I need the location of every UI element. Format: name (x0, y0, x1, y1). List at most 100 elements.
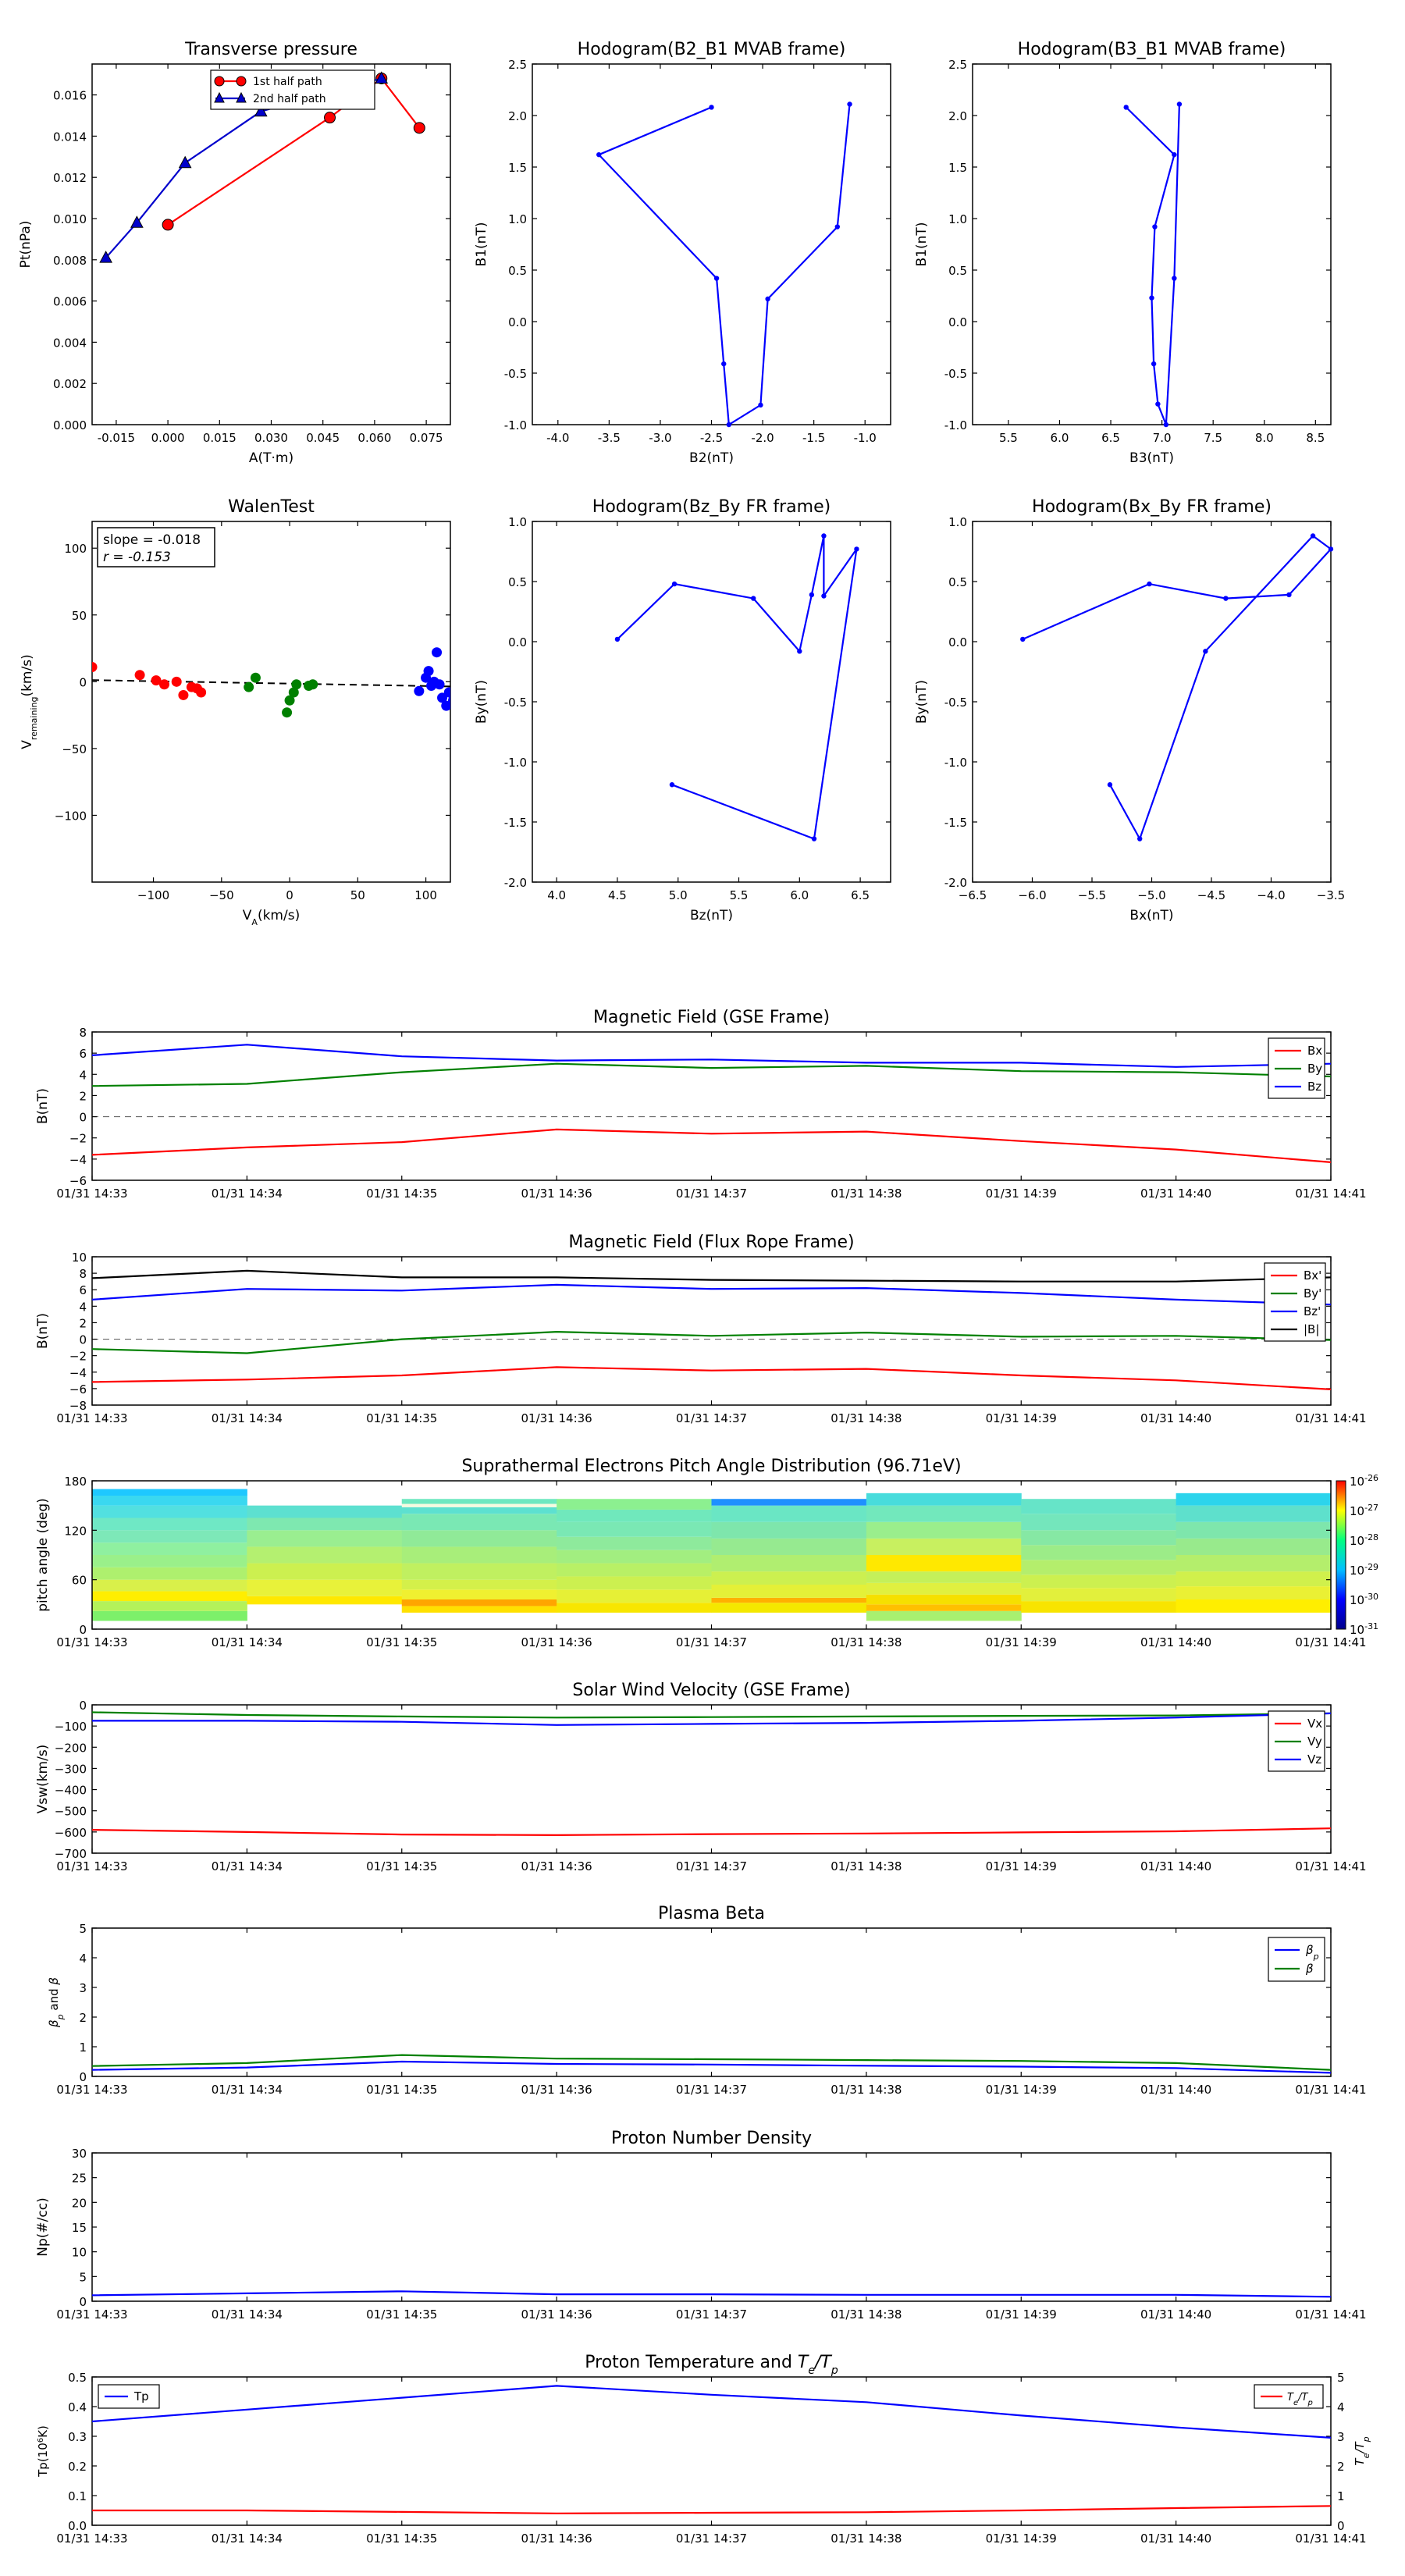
pad-cell (711, 1521, 867, 1539)
vsw-ytick-label: −700 (55, 1847, 87, 1861)
pad-cell (557, 1499, 712, 1510)
mag_gse-series-line (91, 1044, 1332, 1068)
walen-frame (91, 521, 451, 883)
walen-ylabel: Vremaining(km/s) (20, 654, 39, 749)
mag_gse-ylabel: B(nT) (35, 1088, 51, 1124)
pad-cell (401, 1563, 557, 1580)
pad-cell (92, 1542, 247, 1555)
pad-cell (1176, 1571, 1332, 1587)
hodo_b2b1-point (847, 101, 852, 107)
pad-cell (866, 1582, 1022, 1595)
pad-cell (866, 1571, 1022, 1583)
np-frame (91, 2152, 1332, 2302)
mag_gse-xtick-label: 01/31 14:39 (986, 1187, 1057, 1201)
hodo_b2b1-point (726, 422, 731, 428)
hodo_bzby-xtick-label: 5.0 (669, 888, 688, 902)
np-xtick-label: 01/31 14:34 (212, 2307, 283, 2322)
walen-point (134, 670, 145, 681)
transverse-ylabel: Pt(nPa) (18, 221, 34, 269)
pad-cell (247, 1563, 403, 1580)
hodo_bxby-xtick-label: −6.5 (959, 888, 987, 902)
transverse-legend-marker (236, 76, 247, 87)
walen-point (434, 679, 445, 690)
walen-point (171, 676, 182, 687)
pad-cell (866, 1610, 1022, 1621)
mag_gse-xtick-label: 01/31 14:37 (676, 1187, 747, 1201)
mag_fr-xtick-label: 01/31 14:39 (986, 1411, 1057, 1425)
tp-ytick-right-label: 3 (1337, 2430, 1345, 2444)
vsw-xtick-label: 01/31 14:41 (1295, 1859, 1366, 1873)
beta-xtick-label: 01/31 14:37 (676, 2083, 747, 2097)
transverse-legend-label: 1st half path (253, 76, 322, 88)
pad-colorbar-label: 10-26 (1350, 1473, 1378, 1489)
walen-point (244, 681, 254, 692)
hodo_b3b1-ytick-label: -0.5 (944, 367, 967, 381)
mag_gse-xtick-label: 01/31 14:35 (366, 1187, 437, 1201)
pad-cell (557, 1550, 712, 1564)
pad-cell (401, 1579, 557, 1590)
pad-cell (1176, 1599, 1332, 1613)
pad-cell (711, 1585, 867, 1598)
tp-title: Proton Temperature and Te/Tp (585, 2353, 838, 2377)
transverse-legend-marker (236, 91, 247, 103)
mag_fr-ytick-label: −2 (69, 1350, 87, 1364)
tp-ytick-right-label: 2 (1337, 2460, 1345, 2474)
tp-xtick-label: 01/31 14:37 (676, 2532, 747, 2546)
hodo_b2b1-ytick-label: 1.0 (508, 212, 527, 226)
mag_gse-legend-label: Bx (1307, 1044, 1322, 1058)
beta-ylabel: βp and β (47, 1977, 66, 2028)
walen-xtick-label: 100 (414, 888, 437, 902)
pad-cell (401, 1530, 557, 1547)
hodo_b3b1-frame (972, 63, 1332, 425)
hodo_bzby-point (671, 581, 678, 587)
transverse-point (324, 112, 336, 124)
beta-ytick-label: 2 (79, 2011, 87, 2025)
hodo_bxby-ytick-label: -1.5 (944, 816, 967, 830)
mag_fr-legend-label: |B| (1304, 1322, 1319, 1336)
hodo_b2b1-point (758, 402, 763, 408)
np-ytick-label: 25 (72, 2172, 87, 2186)
beta-ytick-label: 0 (79, 2070, 87, 2084)
transverse-xlabel: A(T·m) (249, 450, 293, 466)
pad-cell (401, 1599, 557, 1606)
pad-cell (866, 1521, 1022, 1539)
hodo_bxby-ytick-label: 0.0 (948, 635, 967, 649)
hodo_bzby-ytick-label: 0.0 (508, 635, 527, 649)
np-xtick-label: 01/31 14:37 (676, 2307, 747, 2322)
hodo_bxby-point (1310, 533, 1316, 539)
walen-point (414, 685, 425, 696)
hodo_bxby-xtick-label: −5.5 (1078, 888, 1106, 902)
pad-colorbar-label: 10-29 (1350, 1562, 1378, 1578)
hodo_b2b1-point (765, 296, 770, 302)
hodo_bzby-point (854, 546, 859, 552)
pad-cell (711, 1499, 867, 1506)
mag_gse-ytick-label: 4 (79, 1068, 87, 1082)
hodo_bxby-point (1107, 782, 1113, 788)
hodo_bzby-xtick-label: 5.5 (730, 888, 749, 902)
hodo_bxby-point (1286, 592, 1292, 598)
walen-xtick-label: 0 (286, 888, 293, 902)
vsw-ytick-label: 0 (79, 1699, 87, 1713)
pad-xtick-label: 01/31 14:34 (212, 1635, 283, 1649)
pad-cell (247, 1517, 403, 1531)
hodo_bzby-ytick-label: -2.0 (504, 876, 527, 890)
transverse-legend-marker (214, 91, 225, 103)
pad-cell (92, 1530, 247, 1543)
hodo_bzby-ytick-label: -0.5 (504, 696, 527, 710)
mag_gse-ytick-label: −2 (69, 1132, 87, 1146)
tp-ylabel: Tp(106K) (36, 2425, 50, 2478)
hodo_b2b1-xtick-label: -4.0 (546, 431, 569, 445)
hodo_b3b1-xtick-label: 5.5 (999, 431, 1018, 445)
hodo_bzby-point (797, 649, 802, 654)
pad-cell (1176, 1505, 1332, 1522)
pad-cell (247, 1505, 403, 1518)
np-xtick-label: 01/31 14:39 (986, 2307, 1057, 2322)
pad-cell (1176, 1521, 1332, 1539)
vsw-xtick-label: 01/31 14:38 (831, 1859, 902, 1873)
hodo_b2b1-point (721, 361, 727, 367)
vsw-ytick-label: −600 (55, 1826, 87, 1840)
pad-ytick-label: 0 (79, 1623, 87, 1637)
mag_fr-ylabel: B(nT) (35, 1313, 51, 1349)
vsw-xtick-label: 01/31 14:40 (1140, 1859, 1211, 1873)
transverse-xtick-label: 0.000 (151, 431, 185, 445)
